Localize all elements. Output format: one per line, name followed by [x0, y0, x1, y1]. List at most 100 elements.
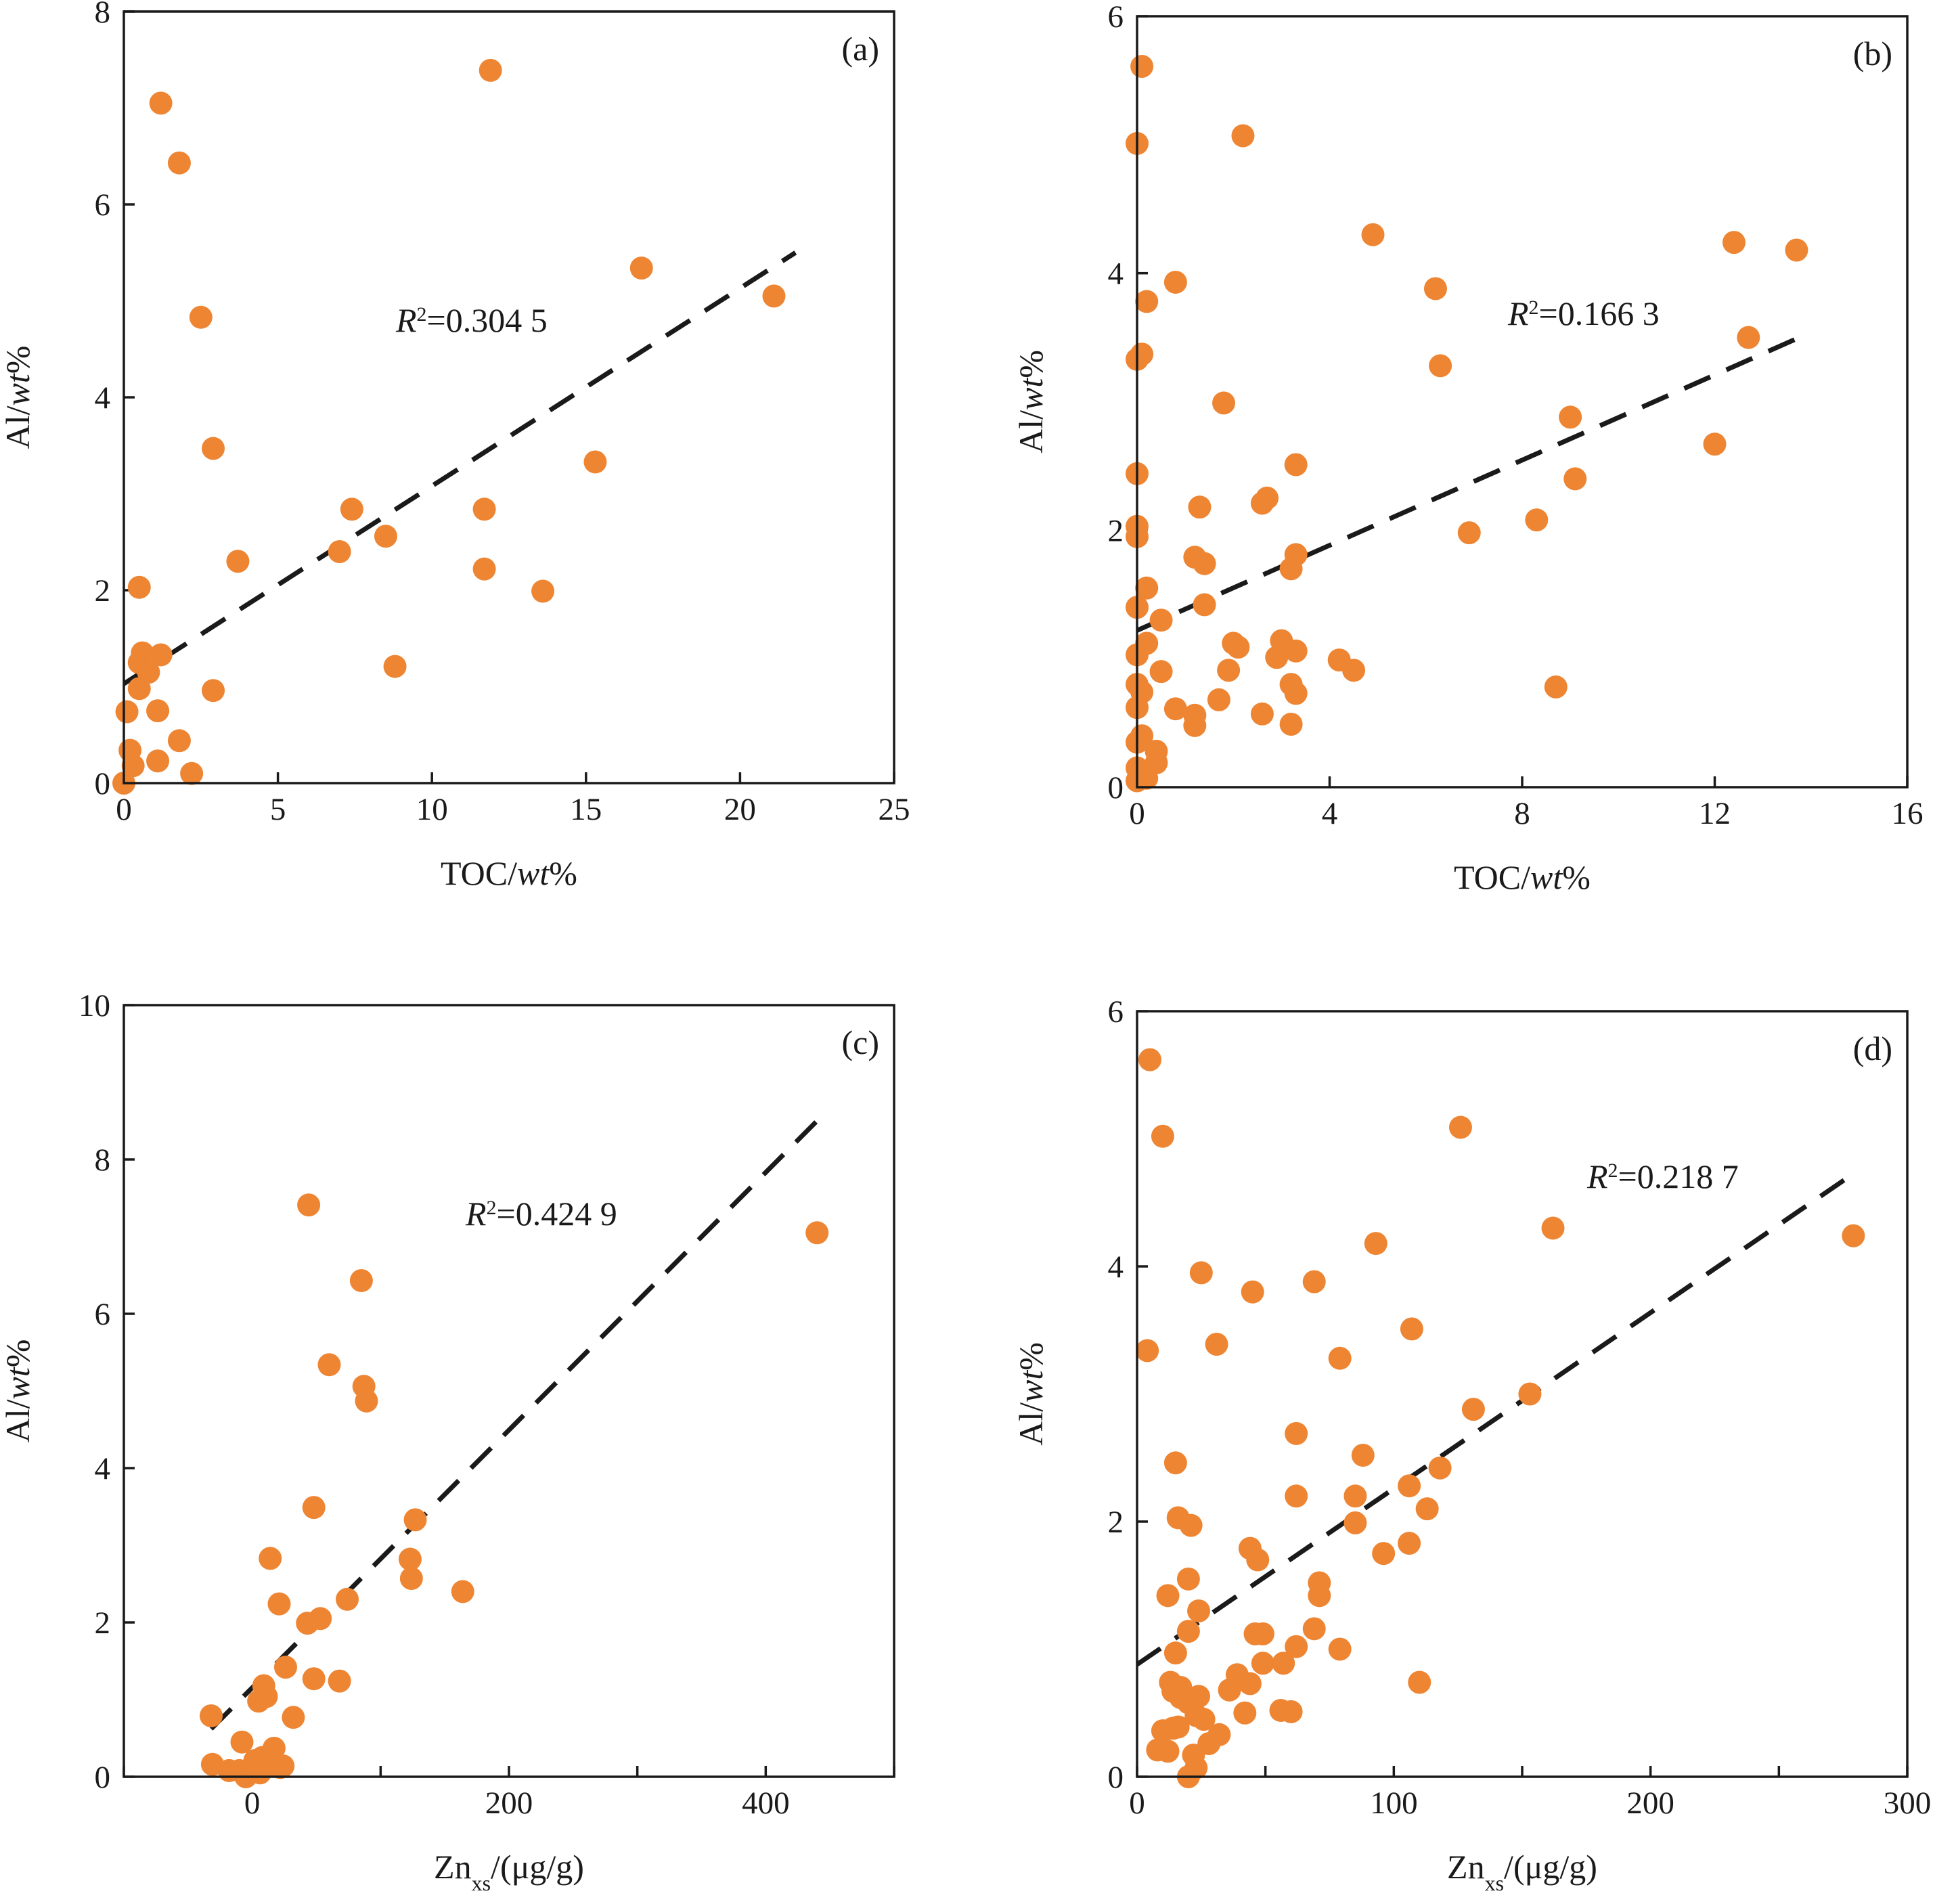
y-label-italic: wt	[0, 373, 37, 405]
x-label-subscript: xs	[1485, 1871, 1504, 1895]
data-point	[451, 1580, 474, 1603]
data-point	[1279, 712, 1303, 736]
data-point	[1279, 1700, 1303, 1723]
tick-labels: 0 100 200 300 0 2 4 6	[1108, 994, 1932, 1821]
data-point	[1285, 1635, 1308, 1658]
data-point	[189, 305, 213, 329]
data-point	[1183, 713, 1207, 737]
y-tick-label: 4	[1108, 1249, 1124, 1285]
x-label-subscript: xs	[472, 1871, 491, 1895]
data-point	[1328, 1346, 1352, 1370]
r2-symbol: R	[1507, 294, 1529, 332]
data-point	[121, 754, 145, 778]
data-point	[1205, 1332, 1228, 1356]
y-tick-label: 0	[95, 1760, 111, 1795]
data-point	[1130, 55, 1154, 79]
data-point	[317, 1353, 341, 1377]
y-tick-label: 0	[1108, 1760, 1124, 1795]
data-point	[1193, 552, 1216, 575]
data-point	[1135, 576, 1159, 600]
x-label-main: TOC/	[441, 854, 517, 892]
y-tick-label: 4	[95, 1451, 111, 1486]
y-tick-label: 4	[95, 380, 111, 416]
data-point	[149, 643, 173, 667]
data-point	[472, 497, 496, 521]
data-point	[273, 1656, 297, 1679]
r2-value: =0.166 3	[1539, 294, 1660, 332]
data-point	[1541, 1216, 1565, 1240]
data-point	[267, 1592, 291, 1616]
data-point	[1518, 1382, 1542, 1406]
x-label-tail: %	[1562, 858, 1591, 896]
data-point	[1272, 1652, 1295, 1675]
r2-superscript: 2	[417, 303, 427, 326]
data-point	[1163, 270, 1187, 294]
r2-symbol: R	[395, 301, 417, 339]
y-tick-label: 10	[79, 988, 110, 1023]
data-point	[226, 550, 250, 573]
data-point	[269, 1756, 292, 1779]
data-point	[1250, 491, 1274, 515]
x-tick-label: 100	[1370, 1786, 1418, 1821]
data-point	[1361, 223, 1385, 246]
x-tick-label: 0	[1129, 796, 1145, 831]
data-point	[1429, 354, 1452, 378]
data-point	[1308, 1584, 1331, 1608]
x-axis-label: Znxs/(μg/g)	[434, 1848, 584, 1895]
r2-symbol: R	[1586, 1157, 1608, 1195]
y-label-tail: %	[0, 346, 37, 374]
data-point	[355, 1389, 378, 1413]
x-label-tail: %	[549, 854, 577, 892]
data-point	[472, 557, 496, 581]
x-tick-label: 16	[1892, 796, 1924, 831]
axis-ticks	[123, 1004, 895, 1778]
data-point	[302, 1667, 326, 1691]
data-point	[531, 579, 555, 603]
data-point	[583, 450, 607, 474]
data-point	[180, 761, 204, 785]
data-point	[1250, 702, 1274, 726]
x-tick-label: 5	[270, 792, 286, 827]
y-axis-label: Al/wt%	[0, 346, 37, 449]
data-point	[1703, 433, 1727, 456]
data-point	[1136, 1339, 1159, 1363]
data-point	[1544, 675, 1568, 699]
data-point	[1182, 1743, 1205, 1767]
trend-line	[123, 250, 797, 686]
data-point	[1163, 1641, 1187, 1665]
y-label-tail: %	[0, 1340, 37, 1368]
data-point	[1187, 1599, 1211, 1622]
data-point	[1138, 1048, 1161, 1071]
data-point	[1251, 1622, 1274, 1645]
y-label-italic: wt	[1012, 378, 1050, 410]
data-point	[202, 679, 225, 703]
r2-value: =0.304 5	[427, 301, 548, 339]
data-point	[1408, 1670, 1431, 1694]
y-tick-label: 6	[1108, 994, 1124, 1030]
data-point	[202, 437, 225, 460]
y-tick-label: 6	[95, 1297, 111, 1332]
x-tick-label: 25	[879, 792, 910, 827]
data-point	[1285, 1421, 1308, 1445]
r2-symbol: R	[465, 1195, 487, 1233]
data-point	[1149, 608, 1173, 632]
data-point	[254, 1685, 278, 1708]
data-point	[399, 1567, 423, 1591]
data-point	[762, 284, 786, 308]
data-point	[1284, 639, 1308, 663]
data-point	[1328, 1637, 1352, 1661]
data-points	[199, 1193, 829, 1788]
data-point	[1151, 1719, 1174, 1743]
trend-line	[1136, 1170, 1858, 1667]
data-point	[328, 1669, 351, 1693]
y-tick-label: 2	[95, 1606, 111, 1641]
y-tick-label: 6	[95, 187, 111, 223]
panel-label: (b)	[1853, 35, 1892, 72]
axis-ticks	[123, 10, 895, 784]
y-tick-label: 2	[1108, 513, 1124, 548]
data-point	[1448, 1115, 1472, 1139]
r2-value: =0.218 7	[1618, 1157, 1739, 1195]
